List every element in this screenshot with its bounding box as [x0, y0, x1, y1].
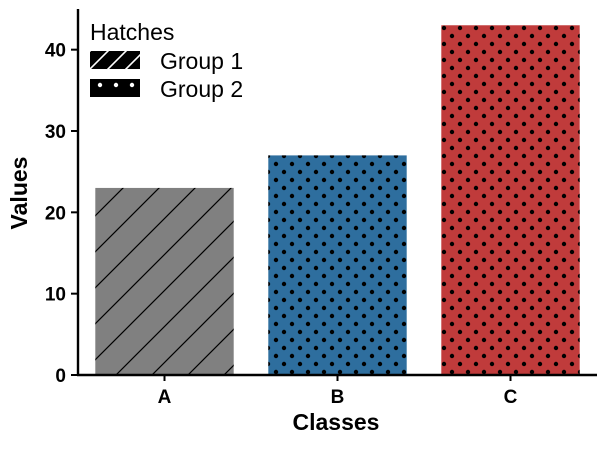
y-tick-label: 30	[45, 122, 66, 143]
y-tick-label: 10	[45, 285, 66, 306]
bar-c-hatch	[441, 25, 580, 376]
x-tick-label: A	[158, 387, 172, 408]
legend-swatch-diagonal-hatch-overlay	[90, 51, 140, 69]
y-tick-label: 0	[55, 366, 66, 387]
bar-b-hatch	[268, 155, 407, 375]
legend-label-group-2: Group 2	[160, 76, 243, 102]
bar-a-hatch	[95, 187, 234, 375]
x-tick-label: B	[331, 387, 345, 408]
x-axis-title: Classes	[293, 409, 380, 435]
bars-layer	[95, 25, 580, 376]
x-tick-label: C	[504, 387, 518, 408]
legend-item-group-1: Group 1	[90, 48, 243, 74]
legend-title: Hatches	[90, 19, 174, 45]
y-ticks: 0 10 20 30 40	[45, 41, 78, 387]
legend: Hatches Group 1 Group 2	[90, 19, 243, 102]
legend-item-group-2: Group 2	[90, 76, 243, 102]
y-tick-label: 40	[45, 41, 66, 62]
y-tick-label: 20	[45, 203, 66, 224]
x-ticks: A B C	[158, 375, 518, 408]
legend-swatch-dot-hatch-overlay	[90, 79, 140, 97]
legend-label-group-1: Group 1	[160, 48, 243, 74]
y-axis-title: Values	[6, 157, 32, 230]
